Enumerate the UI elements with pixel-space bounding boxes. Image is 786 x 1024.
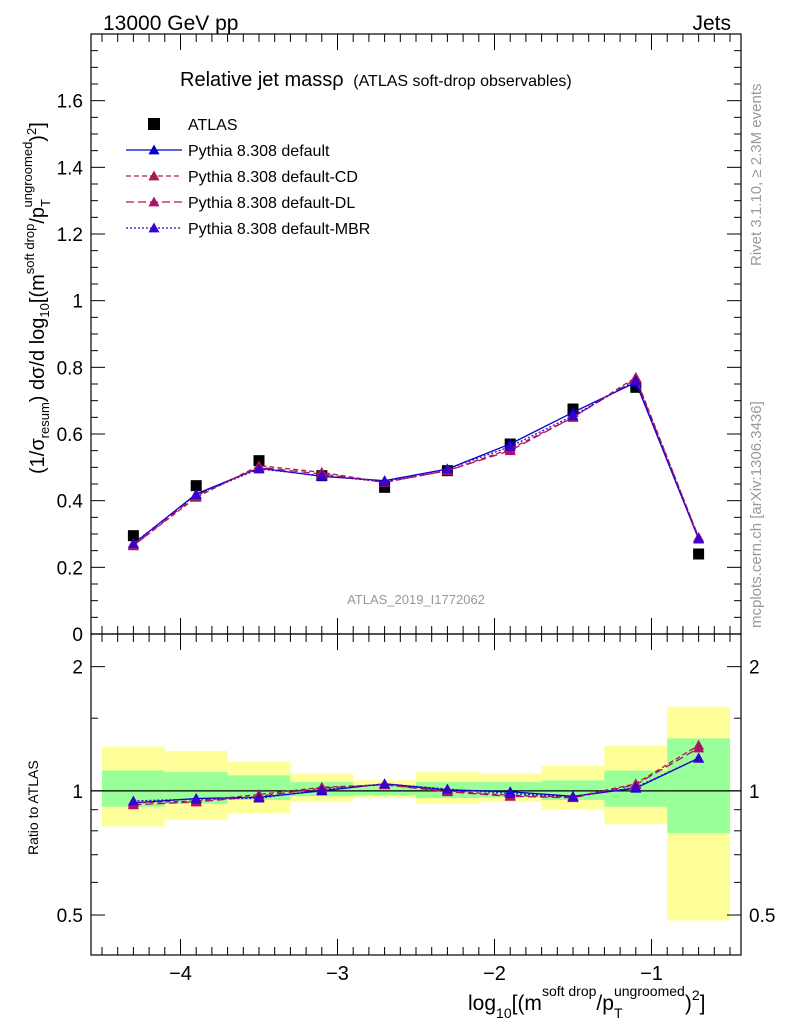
- plot-title: Relative jet massρ (ATLAS soft-drop obse…: [180, 69, 572, 91]
- xtick-label: −2: [483, 963, 506, 985]
- plot-title-main: Relative jet mass: [180, 69, 332, 91]
- ratio-bands: [91, 706, 741, 921]
- legend-marker-mbr: [148, 222, 160, 233]
- ratio-point-mbr-2: [253, 792, 265, 803]
- ratio-point-mbr-8: [630, 781, 642, 792]
- main-point-mbr-9: [693, 533, 705, 544]
- legend-label-dl: Pythia 8.308 default-DL: [188, 195, 355, 212]
- ratio-point-mbr-0: [127, 795, 139, 806]
- ratio-point-mbr-7: [567, 791, 579, 802]
- ratio-band-inner-9: [667, 738, 731, 834]
- ytick-label-ratio-right: 0.5: [749, 906, 775, 927]
- data-point-1: [190, 480, 202, 492]
- ylabel-ratio: Ratio to ATLAS: [25, 760, 41, 855]
- ytick-label-ratio-right: 2: [749, 658, 760, 679]
- data-point-0: [127, 530, 139, 542]
- ytick-label-ratio: 1: [72, 782, 83, 803]
- main-point-mbr-8: [630, 375, 642, 386]
- ytick-label-ratio: 2: [72, 658, 83, 679]
- ratio-point-mbr-1: [190, 793, 202, 804]
- legend-marker-default: [148, 144, 160, 155]
- ytick-label-main: 1.2: [57, 225, 83, 246]
- main-point-mbr-5: [441, 463, 453, 474]
- ytick-label-main: 0.4: [57, 492, 84, 513]
- legend-marker-cd: [148, 170, 160, 181]
- ytick-label-main: 0.8: [57, 358, 83, 379]
- ylabel-main-text: (1/σ: [27, 438, 49, 474]
- ytick-label-main: 1.6: [57, 92, 83, 113]
- data-point-4: [379, 481, 391, 493]
- axis-ticks: 0 0.2 0.4 0.6 0.8 1 1.2 1.4 1.6 −4 −3 −2 −1 0.5 0.5 1 1 2…: [57, 34, 775, 985]
- main-point-mbr-6: [504, 441, 516, 452]
- plot-title-rho: ρ: [332, 69, 343, 91]
- ratio-point-mbr-3: [316, 784, 328, 795]
- ytick-label-ratio: 0.5: [57, 906, 83, 927]
- ylabel-main: (1/σresum) dσ/d log10[(msoft drop/pTungr…: [20, 122, 53, 474]
- ratio-line-mbr: [133, 757, 699, 802]
- ratio-point-mbr-4: [379, 778, 391, 789]
- main-point-mbr-0: [127, 537, 139, 548]
- legend-label-data: ATLAS: [188, 117, 238, 134]
- main-point-mbr-3: [316, 470, 328, 481]
- energy-label: 13000 GeV pp: [103, 12, 238, 35]
- ratio-point-mbr-6: [504, 788, 516, 798]
- legend: ATLAS Pythia 8.308 default Pythia 8.308 de…: [126, 117, 370, 238]
- ytick-label-ratio-right: 1: [749, 782, 760, 803]
- ytick-label-main: 0.2: [57, 558, 83, 579]
- legend-label-cd: Pythia 8.308 default-CD: [188, 169, 358, 186]
- xlabel: log10[(msoft drop/pTungroomed)2]: [468, 983, 705, 1021]
- main-line-mbr: [132, 379, 700, 544]
- legend-marker-data: [148, 118, 160, 130]
- main-line-cd: [132, 376, 700, 547]
- legend-label-mbr: Pythia 8.308 default-MBR: [188, 221, 370, 238]
- main-line-dl: [132, 378, 700, 547]
- main-point-mbr-2: [253, 463, 265, 474]
- ytick-label-main: 0.6: [57, 425, 83, 446]
- ratio-line-dl: [133, 747, 699, 806]
- data-point-8: [630, 381, 642, 393]
- xtick-label: −3: [326, 963, 349, 985]
- plot-title-sub: (ATLAS soft-drop observables): [353, 73, 571, 90]
- ratio-series: [127, 739, 705, 810]
- legend-marker-dl: [148, 196, 160, 207]
- side-rivet: Rivet 3.1.10, ≥ 2.3M events: [748, 84, 765, 267]
- ratio-point-mbr-9: [693, 752, 705, 763]
- side-mcplots: mcplots.cern.ch [arXiv:1306.3436]: [748, 401, 765, 628]
- ytick-label-main: 1: [72, 292, 83, 313]
- xtick-label: −4: [169, 963, 192, 985]
- main-point-mbr-4: [379, 476, 391, 487]
- main-point-mbr-1: [190, 489, 202, 500]
- ytick-label-main: 0: [72, 625, 83, 646]
- main-line-default: [132, 381, 700, 545]
- watermark: ATLAS_2019_I1772062: [347, 592, 485, 607]
- ytick-label-main: 1.4: [57, 158, 84, 179]
- main-point-mbr-7: [567, 410, 579, 421]
- ratio-point-mbr-5: [441, 783, 453, 794]
- process-label: Jets: [692, 12, 731, 35]
- xtick-label: −1: [640, 963, 663, 985]
- main-series: [127, 371, 705, 560]
- legend-label-default: Pythia 8.308 default: [188, 143, 330, 160]
- data-point-9: [693, 548, 705, 560]
- ratio-point-dl-9: [693, 742, 705, 753]
